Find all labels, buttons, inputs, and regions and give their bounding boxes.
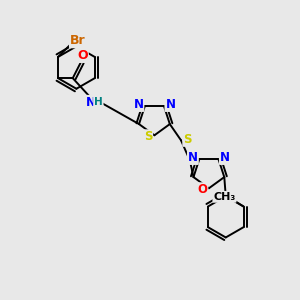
Text: S: S — [183, 133, 192, 146]
Text: O: O — [197, 183, 207, 196]
Text: S: S — [144, 130, 152, 143]
Text: O: O — [77, 49, 88, 62]
Text: N: N — [220, 151, 230, 164]
Text: N: N — [134, 98, 143, 111]
Text: CH₃: CH₃ — [213, 192, 236, 202]
Text: H: H — [94, 97, 103, 107]
Text: N: N — [188, 151, 198, 164]
Text: N: N — [165, 98, 176, 111]
Text: Br: Br — [70, 34, 86, 47]
Text: N: N — [85, 96, 95, 109]
